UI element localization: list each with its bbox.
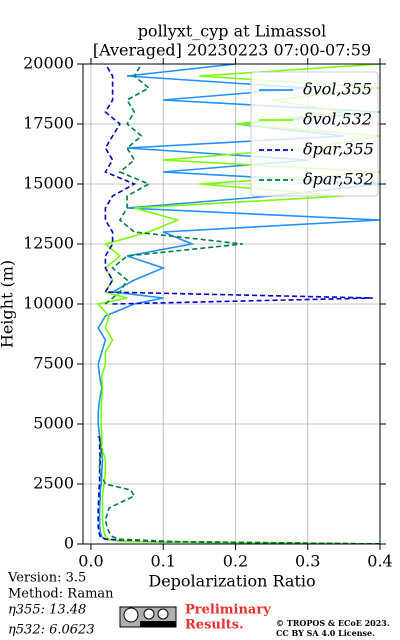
copyright: © TROPOS & ECoE 2023. (276, 618, 390, 628)
x-tick-label: 0.1 (150, 552, 175, 571)
y-tick-label: 7500 (33, 354, 74, 373)
preliminary: Preliminary (185, 603, 271, 618)
y-tick-label: 12500 (23, 234, 74, 253)
x-axis-label: Depolarization Ratio (148, 572, 315, 591)
y-axis-label: Height (m) (0, 260, 17, 348)
preliminary: Results. (185, 618, 244, 633)
x-tick-label: 0.3 (295, 552, 320, 571)
copyright: CC BY SA 4.0 License. (276, 628, 375, 638)
legend-box (250, 71, 379, 197)
profile-line (97, 64, 380, 544)
cc-logo (119, 606, 177, 628)
legend-label: δpar,532 (303, 170, 374, 189)
y-tick-label: 0 (64, 534, 74, 553)
x-tick-label: 0.0 (78, 552, 103, 571)
plot-frame (82, 63, 381, 545)
legend-label: δvol,355 (303, 80, 372, 99)
chart-title: pollyxt_cyp at Limassol (138, 22, 327, 41)
eta532: η532: 6.0623 (8, 623, 95, 638)
version: Version: 3.5 (7, 571, 86, 586)
y-tick-label: 5000 (33, 414, 74, 433)
eta355: η355: 13.48 (8, 603, 86, 618)
legend-label: δvol,532 (303, 110, 372, 129)
x-tick-label: 0.2 (223, 552, 248, 571)
legend-label: δpar,355 (303, 140, 374, 159)
profile-line (97, 64, 380, 544)
y-tick-label: 15000 (23, 174, 74, 193)
y-tick-label: 10000 (23, 294, 74, 313)
chart-subtitle: [Averaged] 20230223 07:00-07:59 (93, 41, 371, 60)
y-tick-label: 17500 (23, 114, 74, 133)
profile-line (97, 64, 380, 544)
method: Method: Raman (8, 587, 114, 602)
x-tick-label: 0.4 (367, 552, 392, 571)
profile-line (96, 64, 380, 544)
y-tick-label: 20000 (23, 54, 74, 73)
y-tick-label: 2500 (33, 474, 74, 493)
